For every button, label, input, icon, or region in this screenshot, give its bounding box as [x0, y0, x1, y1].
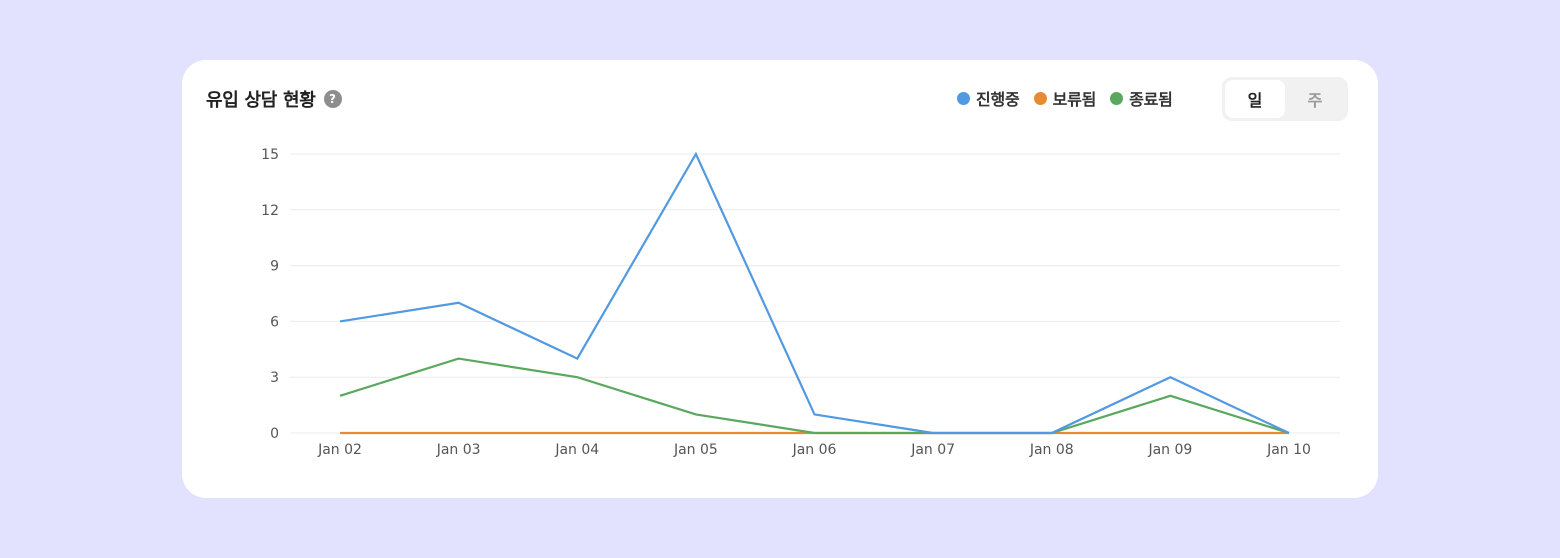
chart-legend: 진행중 보류됨 종료됨 — [957, 86, 1173, 110]
toggle-week-button[interactable]: 주 — [1307, 91, 1323, 110]
line-chart: 0 3 6 9 12 15 Jan 02 Jan 03 Jan 04 Jan 05 Jan 06 Ja… — [261, 147, 1340, 458]
y-tick-label: 12 — [261, 203, 279, 219]
period-toggle: 일 주 — [1222, 77, 1348, 121]
x-tick-label: Jan 05 — [673, 442, 718, 458]
series-line-2 — [339, 357, 1290, 435]
x-tick-label: Jan 03 — [436, 442, 481, 458]
series-line-0 — [339, 151, 1290, 435]
legend-label-closed: 종료됨 — [1129, 90, 1173, 109]
x-tick-label: Jan 04 — [554, 442, 599, 458]
y-tick-label: 0 — [270, 426, 279, 442]
x-tick-label: Jan 07 — [910, 442, 955, 458]
x-tick-label: Jan 09 — [1147, 442, 1192, 458]
x-tick-label: Jan 10 — [1266, 442, 1311, 458]
x-tick-label: Jan 06 — [792, 442, 837, 458]
legend-item-in-progress[interactable]: 진행중 — [957, 86, 1020, 110]
legend-item-on-hold[interactable]: 보류됨 — [1033, 86, 1097, 110]
y-tick-label: 6 — [270, 314, 279, 330]
legend-label-on-hold: 보류됨 — [1052, 90, 1097, 109]
chart-card: 유입 상담 현황 ? 진행중 보류됨 종료됨 일 주 0 3 6 9 12 15 Jan 0… — [182, 60, 1378, 498]
card-title: 유입 상담 현황 — [206, 90, 316, 111]
legend-dot-in-progress — [957, 91, 970, 105]
x-tick-label: Jan 02 — [317, 442, 362, 458]
legend-item-closed[interactable]: 종료됨 — [1110, 86, 1173, 110]
y-tick-label: 9 — [270, 259, 279, 275]
legend-dot-closed — [1110, 91, 1124, 105]
x-tick-label: Jan 08 — [1029, 442, 1074, 458]
toggle-day-button[interactable]: 일 — [1225, 80, 1285, 118]
legend-label-in-progress: 진행중 — [976, 90, 1020, 109]
legend-dot-on-hold — [1033, 91, 1047, 105]
question-circle-icon[interactable]: ? — [323, 90, 342, 108]
y-tick-label: 3 — [270, 370, 279, 386]
y-tick-label: 15 — [261, 147, 279, 163]
card-header: 유입 상담 현황 ? — [206, 86, 342, 112]
